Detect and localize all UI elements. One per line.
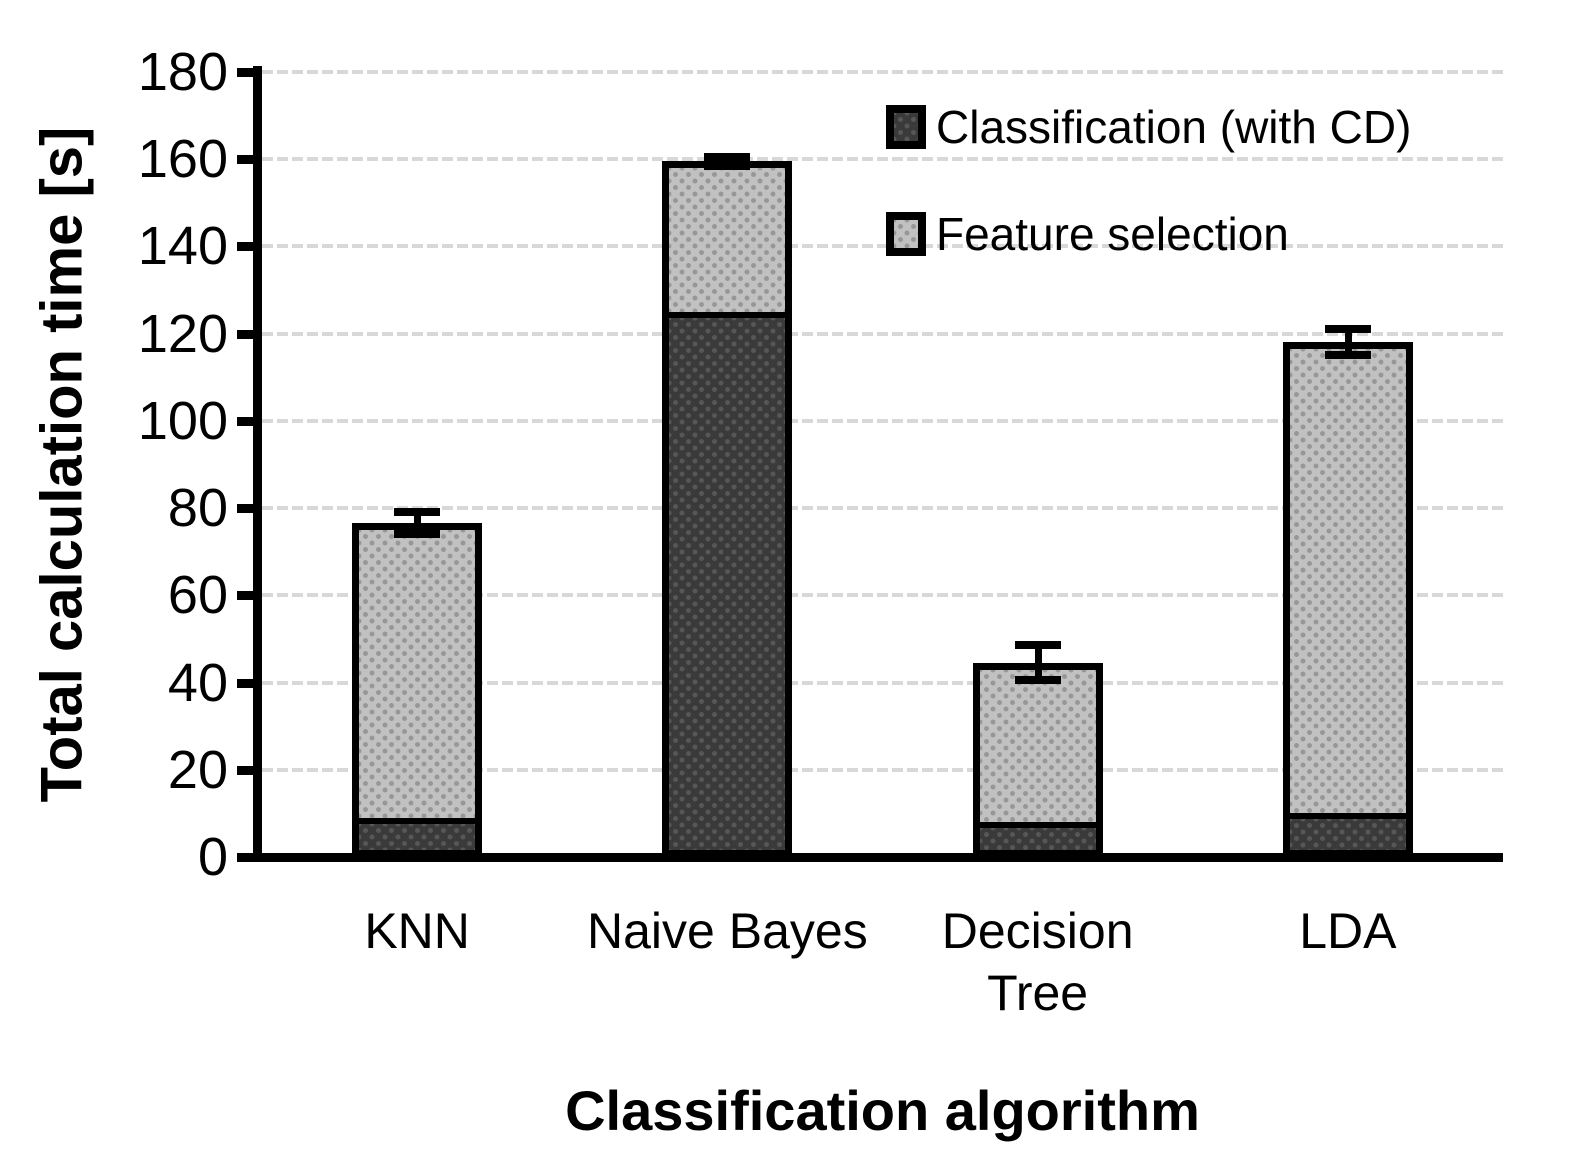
- y-tick-label-80: 80: [167, 478, 228, 539]
- legend-entry-feature-selection: Feature selection: [886, 206, 1289, 262]
- y-tick-80: [237, 504, 262, 514]
- error-bar-line-2: [1034, 645, 1042, 681]
- error-bar-cap-top-2: [1014, 641, 1061, 650]
- bar-knn: [352, 523, 483, 857]
- y-tick-120: [237, 329, 262, 339]
- x-axis-line: [253, 853, 1503, 862]
- category-label-naive-bayes: Naive Bayes: [587, 903, 868, 959]
- y-tick-label-0: 0: [197, 827, 228, 887]
- y-axis-line: [253, 66, 262, 862]
- y-tick-label-140: 140: [137, 216, 228, 277]
- y-tick-label-40: 40: [167, 652, 228, 713]
- legend-swatch-classification: [886, 105, 926, 149]
- y-tick-label-180: 180: [137, 42, 228, 102]
- gridline-100: [262, 418, 1503, 423]
- gridline-20: [262, 767, 1503, 772]
- y-tick-20: [237, 765, 262, 775]
- x-axis-title: Classification algorithm: [565, 1079, 1200, 1142]
- gridline-180: [262, 70, 1503, 74]
- error-bar-cap-top-3: [1324, 325, 1371, 334]
- error-bar-line-0: [414, 512, 422, 535]
- gridline-40: [262, 680, 1503, 685]
- y-tick-180: [237, 68, 262, 77]
- error-bar-line-3: [1344, 329, 1352, 356]
- bar-segment-classification-naive-bayes: [669, 311, 786, 850]
- error-bar-cap-bottom-1: [704, 161, 751, 170]
- y-tick-160: [237, 155, 262, 165]
- legend-entry-classification: Classification (with CD): [886, 99, 1411, 155]
- bar-naive-bayes: [662, 161, 793, 857]
- error-bar-cap-top-0: [394, 508, 441, 517]
- y-tick-140: [237, 242, 262, 252]
- y-tick-60: [237, 591, 262, 601]
- y-tick-label-60: 60: [167, 565, 228, 626]
- bar-decision-tree: [972, 662, 1103, 857]
- y-tick-40: [237, 678, 262, 688]
- y-tick-label-20: 20: [167, 739, 228, 800]
- y-tick-label-120: 120: [137, 303, 228, 364]
- legend-label-feature-selection: Feature selection: [936, 208, 1289, 260]
- legend-label-classification: Classification (with CD): [936, 101, 1412, 153]
- category-label-decision-tree: Decision Tree: [941, 903, 1134, 1021]
- bar-segment-classification-knn: [359, 817, 476, 850]
- y-tick-label-100: 100: [137, 390, 228, 451]
- gridline-120: [262, 331, 1503, 336]
- bar-segment-classification-decision-tree: [979, 822, 1096, 850]
- gridline-80: [262, 506, 1503, 511]
- category-label-knn: KNN: [364, 903, 470, 959]
- y-tick-label-160: 160: [137, 129, 228, 190]
- gridline-60: [262, 593, 1503, 598]
- legend-swatch-feature-selection: [886, 212, 926, 256]
- y-tick-100: [237, 416, 262, 426]
- error-bar-cap-bottom-2: [1014, 676, 1061, 685]
- bar-segment-classification-lda: [1289, 813, 1406, 850]
- error-bar-cap-bottom-0: [394, 530, 441, 539]
- bar-lda: [1282, 342, 1413, 857]
- gridline-160: [262, 157, 1503, 162]
- category-label-lda: LDA: [1299, 903, 1397, 959]
- y-tick-0: [237, 853, 262, 862]
- gridline-140: [262, 244, 1503, 249]
- error-bar-line-1: [724, 157, 732, 166]
- error-bar-cap-top-1: [704, 153, 751, 162]
- error-bar-cap-bottom-3: [1324, 351, 1371, 360]
